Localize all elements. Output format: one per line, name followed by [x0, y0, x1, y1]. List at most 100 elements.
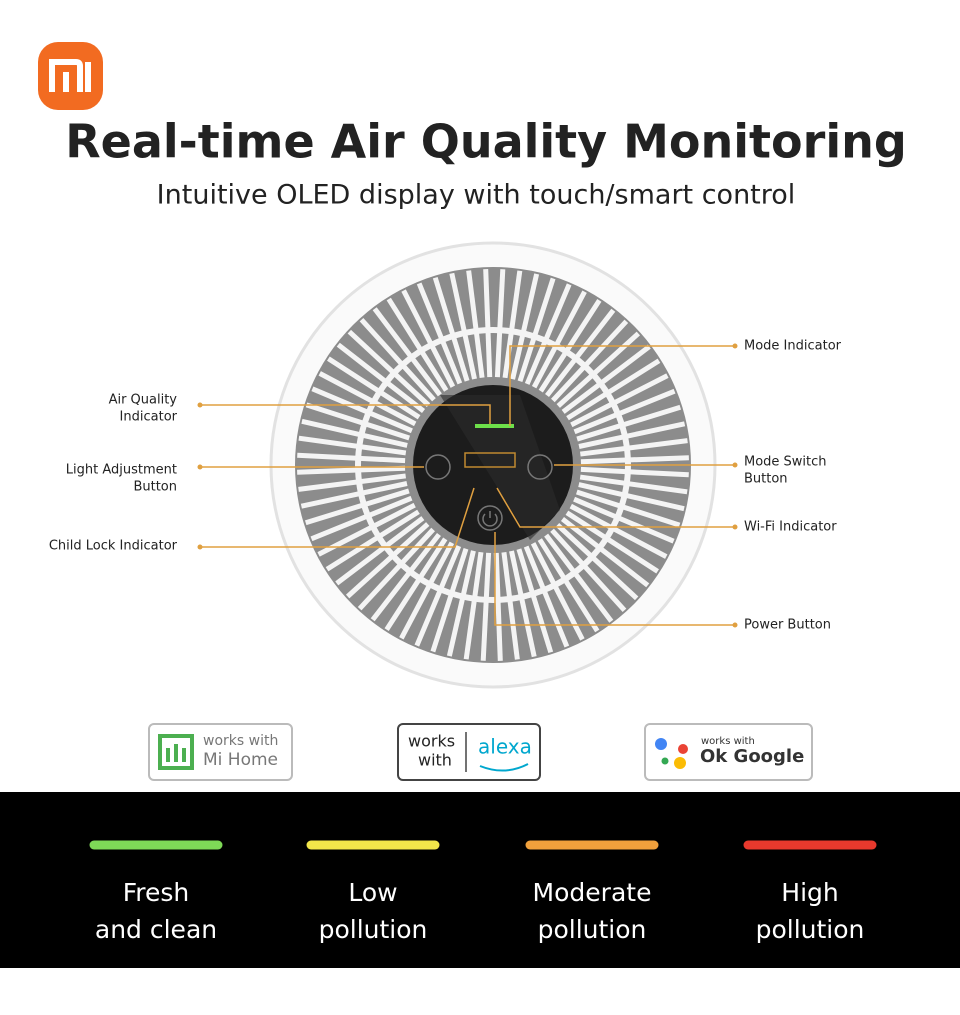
callout-label: Child Lock Indicator: [49, 539, 178, 554]
badge-text: Mi Home: [203, 750, 278, 770]
vane: [463, 551, 484, 660]
vane: [432, 276, 470, 382]
legend-label: and clean: [95, 915, 217, 944]
badge-text: with: [418, 751, 452, 770]
google-dot: [678, 744, 688, 754]
vane: [345, 522, 430, 599]
subtitle: Intuitive OLED display with touch/smart …: [157, 180, 796, 211]
vane: [298, 473, 406, 492]
vane: [573, 496, 675, 544]
vane: [480, 552, 492, 661]
vane: [502, 270, 523, 379]
callout-label: Light Adjustment: [66, 463, 177, 478]
badge-brand: Ok Google: [700, 746, 804, 767]
vane: [530, 542, 585, 641]
google-dot: [655, 738, 667, 750]
alexa-smile: [479, 763, 529, 772]
callouts: Air Quality Indicator Light Adjustment Butt…: [49, 339, 842, 633]
vane: [414, 545, 462, 647]
google-dot: [661, 757, 669, 765]
badge-frame: [644, 723, 813, 781]
logo-mark: [49, 59, 91, 92]
vane: [304, 488, 410, 526]
vane: [565, 510, 659, 574]
vane: [516, 548, 554, 654]
vane: [501, 552, 520, 660]
callout-dot: [197, 464, 203, 470]
callout-line: [509, 345, 735, 426]
callout-label: Indicator: [120, 410, 178, 425]
vane: [372, 307, 442, 397]
vane: [555, 523, 639, 601]
vane: [335, 516, 425, 586]
legend-label: Low: [348, 878, 397, 907]
vane: [576, 404, 682, 442]
callout-dot: [197, 544, 203, 550]
vane: [561, 344, 651, 414]
vane: [301, 418, 408, 448]
badge-text: works: [408, 732, 455, 751]
title: Real-time Air Quality Monitoring: [65, 115, 907, 169]
vane: [384, 537, 448, 631]
vane: [347, 329, 431, 407]
vane: [566, 358, 661, 421]
vane: [510, 273, 540, 380]
vane: [551, 319, 629, 403]
vane: [575, 489, 681, 528]
callout-label: Button: [133, 480, 177, 495]
vane: [509, 550, 537, 658]
callout-label: Wi-Fi Indicator: [744, 520, 837, 535]
callout-dot: [732, 622, 738, 628]
callout-dot: [732, 343, 738, 349]
vane: [493, 552, 503, 661]
vane: [570, 373, 669, 428]
callout-line: [200, 487, 475, 548]
legend-label: Fresh: [123, 878, 190, 907]
vane: [569, 503, 668, 559]
vane: [524, 283, 572, 385]
legend-label: High: [781, 878, 838, 907]
callout-label: Air Quality: [109, 393, 178, 408]
vane: [446, 550, 476, 657]
mihome-icon: [158, 734, 194, 770]
logo: [38, 42, 103, 110]
callout-label: Mode Indicator: [744, 339, 842, 354]
legend-label: Moderate: [533, 878, 652, 907]
callout-dot: [197, 402, 203, 408]
vane: [416, 282, 463, 385]
vane: [297, 465, 406, 475]
vane: [494, 269, 506, 378]
vane: [336, 342, 426, 413]
vane: [578, 421, 686, 449]
legend-band: [0, 792, 960, 968]
vane: [386, 297, 449, 392]
vane: [517, 277, 556, 383]
callout-label: Mode Switch: [744, 455, 827, 470]
callout-line: [200, 404, 491, 424]
mode-button: [527, 454, 553, 480]
vane: [430, 547, 469, 653]
badge-text: works with: [701, 736, 755, 747]
vane: [580, 466, 689, 478]
vane: [550, 528, 627, 613]
legend-label: pollution: [756, 915, 865, 944]
vane: [325, 509, 420, 572]
callout-line: [494, 532, 735, 626]
vane: [449, 272, 477, 380]
vane: [311, 386, 413, 434]
callout-label: Button: [744, 472, 788, 487]
mode-frame: [464, 452, 516, 468]
vane: [298, 435, 407, 456]
vane: [466, 270, 485, 378]
vane: [318, 371, 417, 427]
vane: [560, 517, 650, 588]
vane: [483, 269, 493, 378]
vane: [401, 289, 456, 388]
vane: [357, 527, 435, 611]
callout-line: [496, 487, 735, 528]
badge-text: works with: [203, 733, 278, 749]
light-button: [425, 454, 451, 480]
vane: [580, 455, 689, 465]
